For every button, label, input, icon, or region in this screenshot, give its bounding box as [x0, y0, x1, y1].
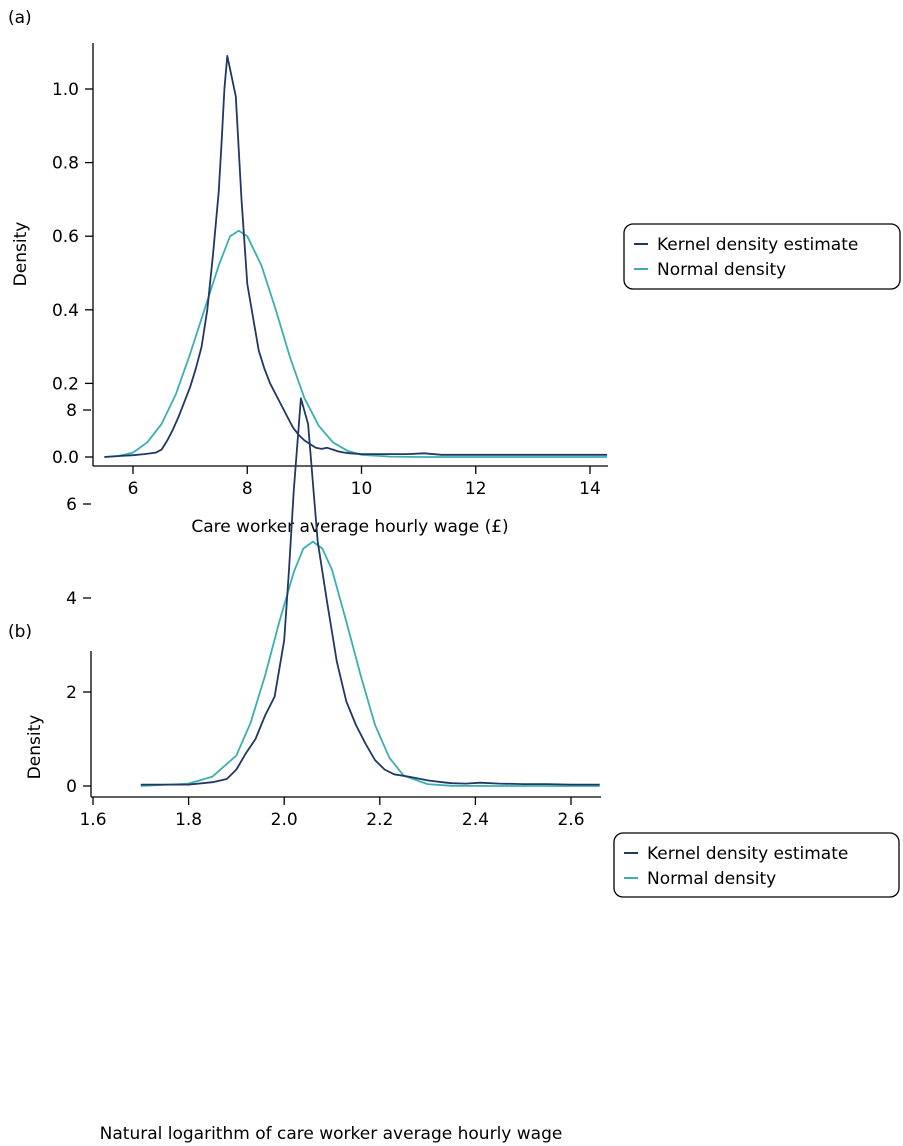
x-tick-label: 10	[351, 479, 373, 499]
kernel-density-line	[104, 55, 608, 458]
legend-kernel-label: Kernel density estimate	[657, 235, 858, 255]
legend: Kernel density estimate Normal density	[613, 832, 900, 898]
y-tick-label: 6	[66, 495, 77, 515]
kernel-density-line	[140, 397, 600, 786]
legend: Kernel density estimate Normal density	[623, 223, 901, 290]
chart-panel-a: 0.0 0.2 0.4 0.6 0.8 1.0 6 8 10 12 14 Care worker av…	[11, 43, 901, 537]
panel-b-label: (b)	[8, 622, 33, 642]
y-tick-label: 0	[66, 777, 77, 797]
x-tick-label: 6	[128, 479, 139, 499]
y-tick-label: 1.0	[52, 80, 79, 100]
normal-density-line	[140, 540, 600, 787]
y-tick-label: 0.4	[52, 301, 79, 321]
legend-box	[613, 832, 900, 898]
x-axis-label: Care worker average hourly wage (£)	[191, 517, 508, 537]
y-tick-label: 0.6	[52, 227, 79, 247]
x-tick-label: 2.0	[271, 810, 298, 830]
x-tick-label: 14	[579, 479, 601, 499]
x-tick-label: 2.6	[557, 810, 584, 830]
x-axis-label: Natural logarithm of care worker average…	[100, 1124, 563, 1144]
normal-density-line	[104, 229, 608, 458]
y-axis-label: Density	[25, 715, 45, 780]
y-tick-label: 8	[66, 401, 77, 421]
legend-normal-label: Normal density	[657, 260, 786, 280]
chart-panel-b: 0 2 4 6 8 1.6 1.8 2.0 2.2 2.4 2.6 Natural logarithm…	[25, 397, 900, 1144]
legend-box	[623, 223, 901, 290]
y-axis-label: Density	[11, 222, 31, 287]
x-tick-label: 12	[465, 479, 487, 499]
x-tick-label: 8	[242, 479, 253, 499]
y-tick-label: 0.0	[52, 448, 79, 468]
y-tick-label: 0.8	[52, 154, 79, 174]
x-tick-label: 1.6	[79, 810, 106, 830]
legend-kernel-label: Kernel density estimate	[647, 844, 848, 864]
panel-a-label: (a)	[8, 8, 32, 28]
x-tick-label: 2.2	[366, 810, 393, 830]
x-tick-label: 1.8	[175, 810, 202, 830]
y-tick-label: 4	[66, 589, 77, 609]
y-tick-label: 2	[66, 683, 77, 703]
legend-normal-label: Normal density	[647, 869, 776, 889]
y-tick-label: 0.2	[52, 374, 79, 394]
x-tick-label: 2.4	[462, 810, 489, 830]
